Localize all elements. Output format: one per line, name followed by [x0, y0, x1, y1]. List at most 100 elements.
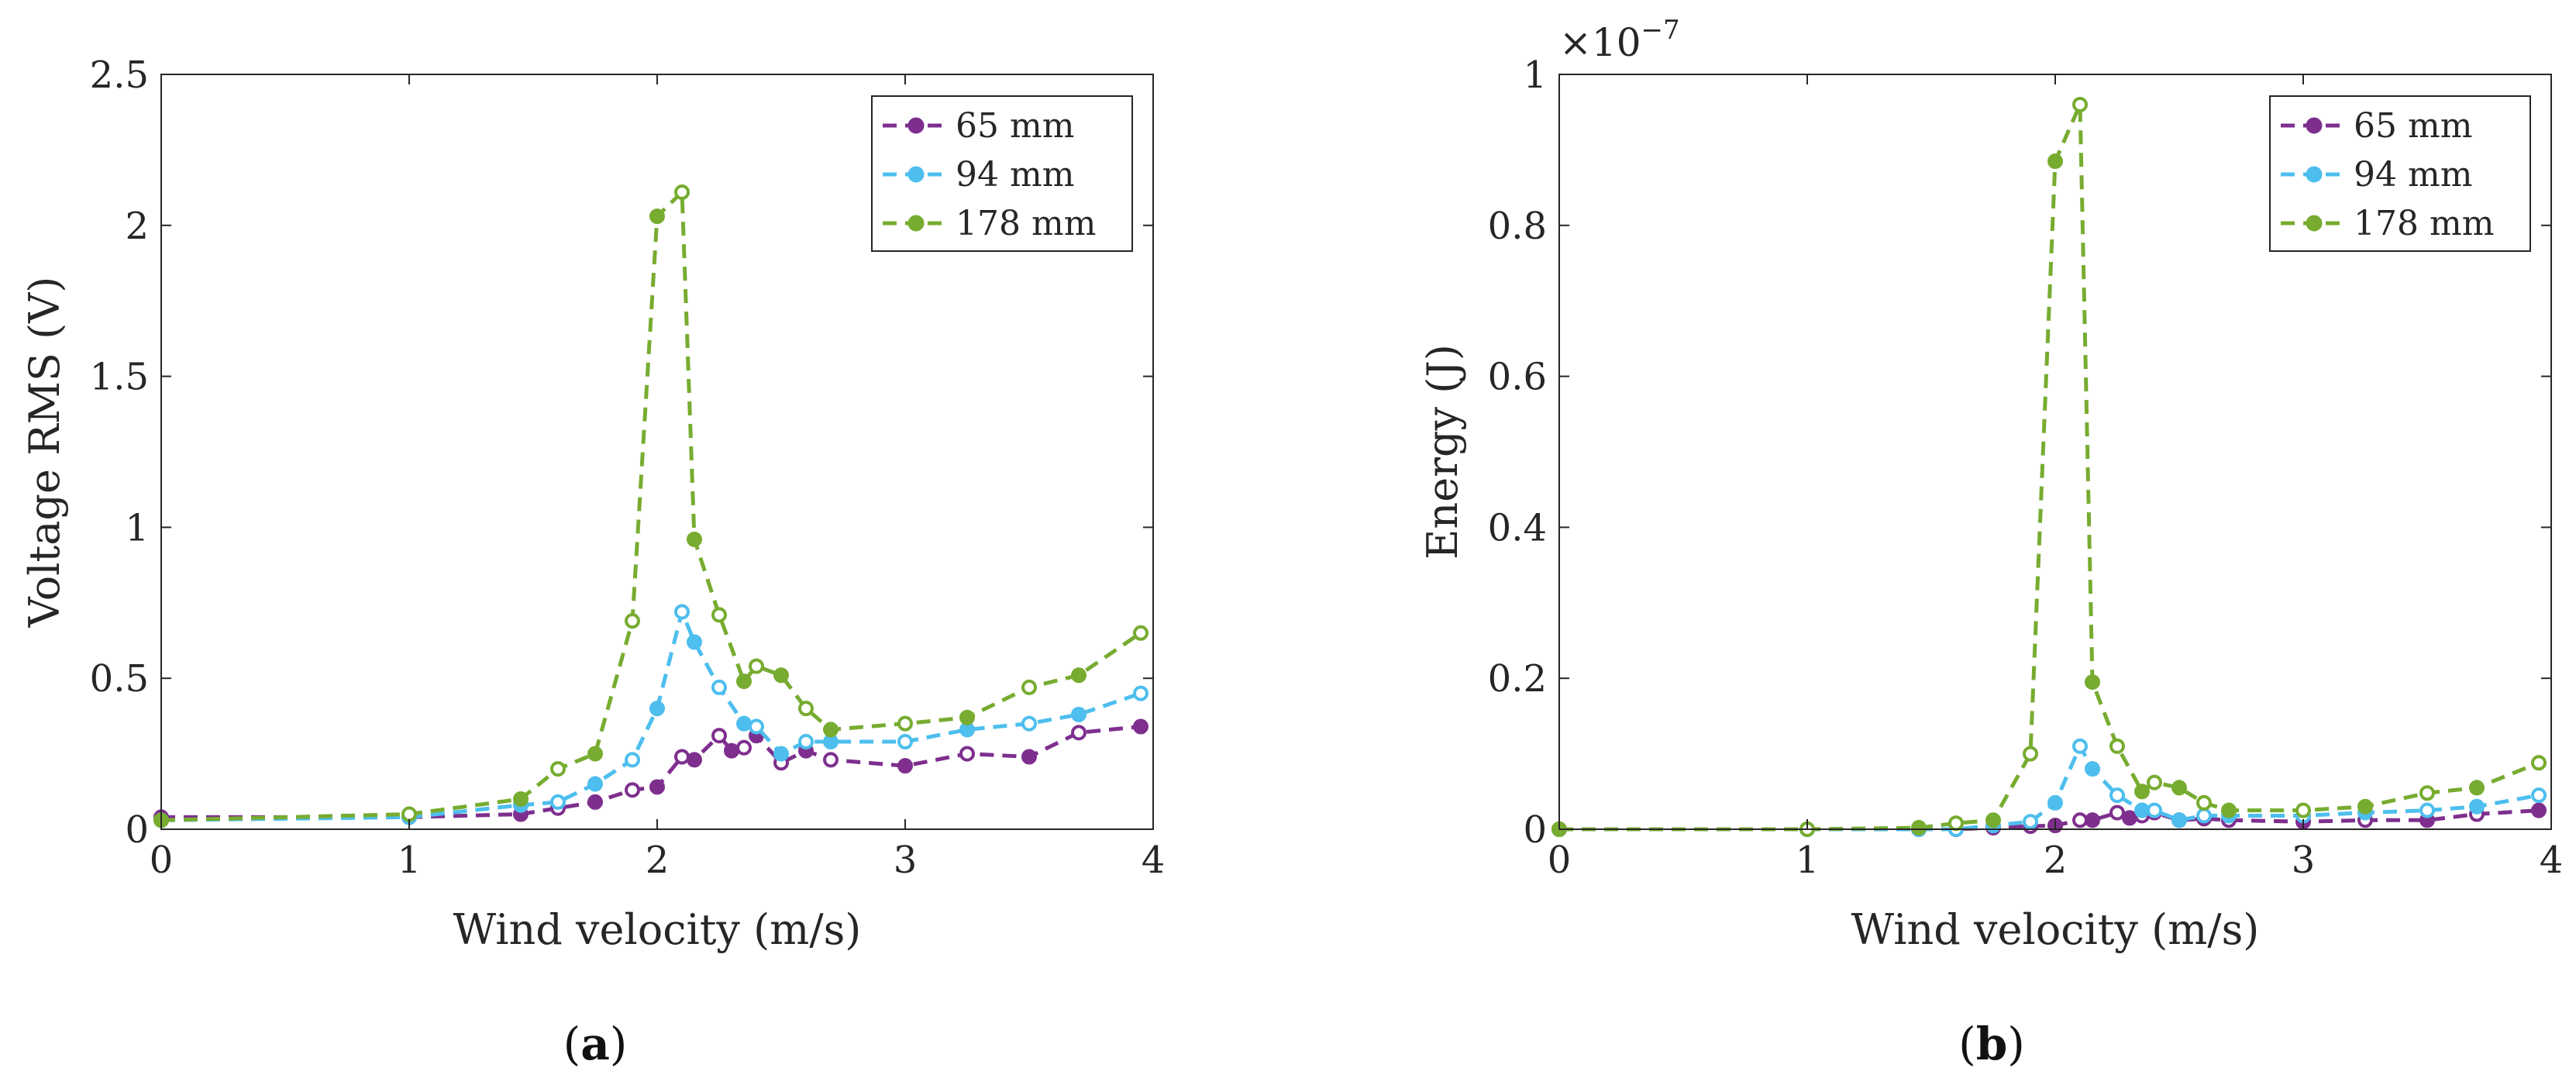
series-line	[160, 605, 1142, 822]
data-point	[1133, 625, 1149, 641]
data-point	[2357, 798, 2373, 815]
data-point	[2171, 812, 2187, 828]
x-tick-label: 1	[398, 839, 422, 882]
data-point	[711, 728, 727, 744]
data-point	[649, 701, 665, 717]
y-tick-label: 0.5	[90, 657, 149, 701]
legend-label: 178 mm	[956, 204, 1096, 243]
data-point	[674, 184, 690, 200]
data-point	[2134, 802, 2150, 818]
data-point	[2295, 802, 2311, 818]
data-point	[1948, 815, 1964, 832]
data-point	[2221, 802, 2237, 818]
panel-letter-b: b	[1976, 1018, 2008, 1070]
data-point	[587, 776, 603, 792]
data-point	[2419, 802, 2435, 818]
data-point	[724, 742, 739, 759]
legend-marker	[907, 117, 925, 134]
data-point	[2072, 738, 2088, 754]
data-point	[687, 531, 702, 547]
data-point	[897, 715, 913, 732]
y-axis-label-b: Energy (J)	[1418, 344, 1467, 560]
data-point	[2469, 780, 2485, 796]
panel-label-b: (b)	[1958, 1018, 2025, 1070]
x-tick-label: 0	[150, 839, 174, 882]
y-tick-label: 0.8	[1488, 205, 1547, 248]
data-point	[2109, 738, 2125, 754]
data-point	[749, 658, 764, 674]
data-point	[736, 739, 752, 756]
data-point	[687, 634, 702, 650]
data-point	[2196, 794, 2212, 811]
x-tick-label: 4	[2540, 839, 2564, 882]
data-point	[2023, 814, 2038, 830]
data-point	[2196, 808, 2212, 824]
data-point	[2085, 761, 2100, 777]
data-point	[1021, 749, 1037, 765]
data-point	[2531, 755, 2547, 771]
data-point	[587, 746, 603, 762]
y-axis-label-a: Voltage RMS (V)	[20, 277, 69, 629]
data-point	[2531, 787, 2547, 804]
y-tick-label: 0.2	[1488, 657, 1547, 701]
x-tick-label: 3	[894, 839, 918, 882]
data-point	[711, 607, 727, 623]
y-exponent-b: ×10−7	[1559, 15, 1680, 65]
data-point	[625, 613, 640, 629]
series-178-mm	[153, 184, 1149, 828]
data-point	[2147, 774, 2162, 790]
data-point	[587, 794, 603, 810]
legend-marker	[2306, 117, 2323, 134]
data-point	[2147, 802, 2162, 818]
x-axis-label-a: Wind velocity (m/s)	[453, 905, 862, 954]
data-point	[736, 715, 752, 732]
y-tick-label: 2	[125, 205, 149, 248]
data-point	[959, 709, 975, 725]
data-point	[2109, 804, 2125, 821]
x-tick-label: 2	[2044, 839, 2068, 882]
y-exponent-base: ×10	[1559, 20, 1641, 65]
y-tick-label: 0	[1523, 808, 1547, 852]
data-point	[2047, 794, 2063, 811]
data-point	[1911, 820, 1927, 836]
x-tick-label: 0	[1548, 839, 1572, 882]
data-point	[674, 749, 690, 765]
data-point	[649, 779, 665, 795]
legend-label: 178 mm	[2354, 204, 2494, 243]
data-point	[897, 734, 913, 750]
y-exponent-power: −7	[1641, 15, 1680, 46]
x-tick-label: 4	[1142, 839, 1166, 882]
legend-marker	[907, 215, 925, 232]
legend-label: 65 mm	[2354, 106, 2472, 146]
data-point	[625, 782, 640, 798]
panel-label-a: (a)	[563, 1018, 628, 1070]
y-tick-label: 0.6	[1488, 356, 1547, 399]
y-tick-label: 1	[1523, 53, 1547, 97]
panel-letter-a: a	[580, 1018, 610, 1070]
data-point	[513, 791, 529, 808]
legend-label: 94 mm	[2354, 155, 2472, 195]
data-point	[2085, 674, 2100, 691]
legend-marker	[907, 166, 925, 183]
series-65-mm	[153, 718, 1149, 825]
x-axis-label-b: Wind velocity (m/s)	[1851, 905, 2260, 954]
legend-marker	[2306, 166, 2323, 183]
data-point	[749, 718, 764, 735]
data-point	[959, 746, 975, 762]
data-point	[649, 208, 665, 225]
data-point	[401, 806, 417, 822]
y-tick-label: 1.5	[90, 356, 149, 399]
data-point	[773, 667, 789, 684]
data-point	[2171, 780, 2187, 796]
data-point	[550, 761, 566, 777]
data-point	[687, 752, 702, 768]
data-point	[2072, 812, 2088, 828]
series-line	[1559, 742, 2540, 832]
series-94-mm	[153, 604, 1149, 828]
y-tick-label: 0.4	[1488, 506, 1547, 549]
y-tick-label: 1	[125, 506, 149, 549]
data-point	[2085, 812, 2100, 828]
data-point	[1133, 718, 1149, 735]
data-point	[798, 701, 814, 717]
x-tick-label: 3	[2292, 839, 2316, 882]
